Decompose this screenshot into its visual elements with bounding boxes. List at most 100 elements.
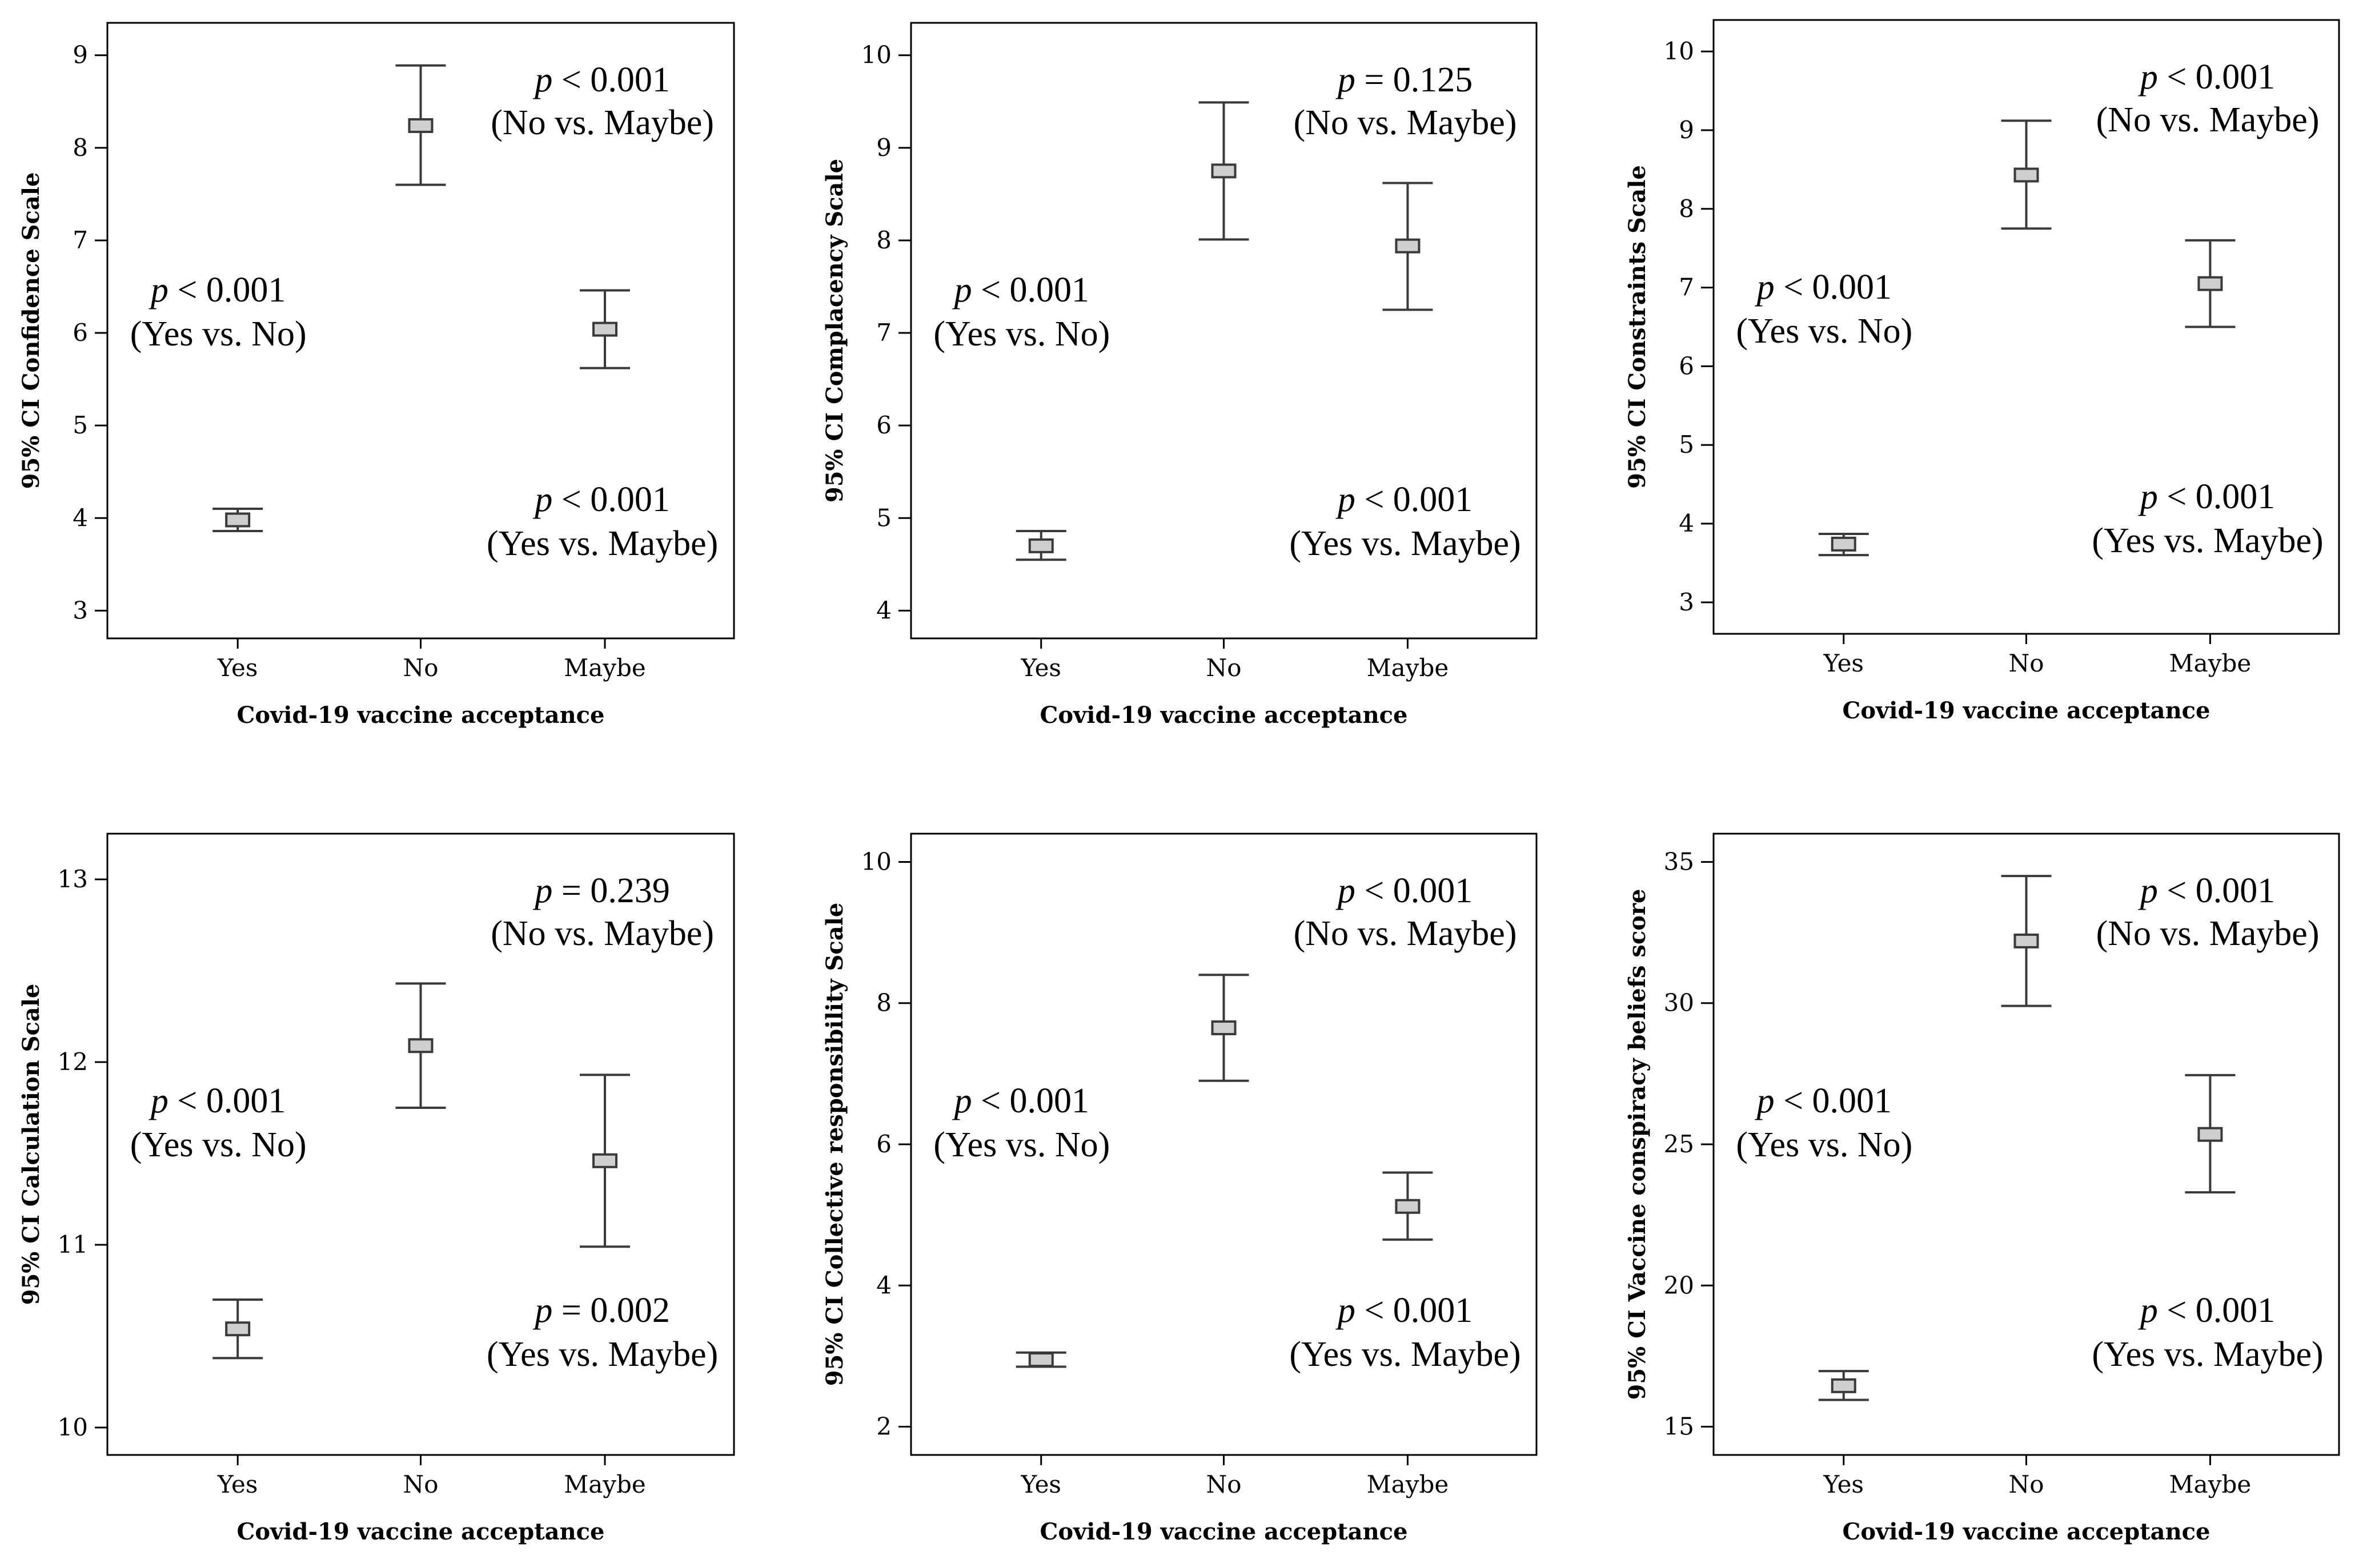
p-value: < 0.001 bbox=[1783, 268, 1892, 307]
p-value-line: p < 0.001 bbox=[1335, 871, 1473, 910]
y-tick-label: 8 bbox=[1679, 195, 1694, 223]
p-value: < 0.001 bbox=[177, 271, 286, 309]
y-tick-label: 3 bbox=[1679, 588, 1694, 616]
x-tick-label: Maybe bbox=[1367, 654, 1449, 682]
p-value-line: p < 0.001 bbox=[1755, 268, 1892, 307]
p-value-line: p < 0.001 bbox=[2138, 1291, 2275, 1330]
mean-marker-maybe bbox=[1395, 1199, 1421, 1214]
y-tick-label: 8 bbox=[876, 226, 892, 254]
chart-panel-2: 4 5 6 7 8 9 10 Yes No Maybe Covid-19 vaccine accep… bbox=[821, 22, 1538, 729]
p-value-line: p < 0.001 bbox=[2138, 871, 2275, 910]
comparison-label: (Yes vs. Maybe) bbox=[2092, 1335, 2323, 1374]
p-value-line: p = 0.125 bbox=[1335, 61, 1473, 99]
p-value-line: p < 0.001 bbox=[149, 1081, 286, 1120]
x-tick-label: No bbox=[1206, 1470, 1241, 1498]
p-value-annotation: p < 0.001 (Yes vs. No) bbox=[1736, 1081, 1912, 1164]
chart-panel-1: 3 4 5 6 7 8 9 Yes No Maybe Covid-19 vaccine accept… bbox=[18, 22, 735, 729]
comparison-label: (No vs. Maybe) bbox=[491, 103, 714, 142]
comparison-label: (Yes vs. Maybe) bbox=[2092, 521, 2323, 560]
x-tick-label: No bbox=[2008, 649, 2044, 677]
y-tick-label: 35 bbox=[1664, 847, 1694, 875]
y-tick-label: 7 bbox=[1679, 274, 1694, 301]
y-axis-title: 95% CI Vaccine conspiracy beliefs score bbox=[1624, 888, 1651, 1400]
p-symbol: p bbox=[1335, 871, 1355, 910]
p-value: < 0.001 bbox=[2167, 871, 2275, 910]
p-symbol: p bbox=[952, 271, 972, 309]
p-value: < 0.001 bbox=[2167, 477, 2275, 516]
y-tick-label: 6 bbox=[876, 411, 892, 439]
y-tick-label: 5 bbox=[1679, 431, 1694, 459]
p-value-annotation: p < 0.001 (Yes vs. No) bbox=[933, 271, 1110, 353]
x-axis-title: Covid-19 vaccine acceptance bbox=[237, 1518, 605, 1545]
p-value-annotation: p < 0.001 (Yes vs. No) bbox=[933, 1081, 1110, 1164]
x-tick-label: Yes bbox=[1021, 1470, 1062, 1498]
mean-marker-yes bbox=[1831, 536, 1856, 552]
chart-panel-5: 2 4 6 8 10 Yes No Maybe Covid-19 vaccine accepta… bbox=[821, 833, 1538, 1545]
comparison-label: (Yes vs. No) bbox=[933, 1125, 1110, 1164]
y-tick-label: 5 bbox=[73, 411, 88, 439]
mean-marker-no bbox=[408, 118, 434, 133]
y-tick-label: 4 bbox=[876, 596, 892, 624]
x-axis-title: Covid-19 vaccine acceptance bbox=[1040, 1518, 1408, 1545]
x-tick-label: Maybe bbox=[564, 654, 646, 682]
p-value-line: p < 0.001 bbox=[532, 480, 669, 519]
p-value-annotation: p = 0.239 (No vs. Maybe) bbox=[491, 871, 714, 953]
mean-marker-maybe bbox=[592, 1153, 618, 1168]
chart-panel-3: 3 4 5 6 7 8 9 10 Yes No Maybe Covid-19 vaccine acce… bbox=[1624, 19, 2340, 724]
y-tick-label: 2 bbox=[876, 1413, 892, 1441]
p-symbol: p bbox=[149, 1081, 168, 1120]
x-tick-label: Maybe bbox=[2169, 1470, 2252, 1498]
p-symbol: p bbox=[2138, 477, 2158, 516]
y-axis-title: 95% CI Complacency Scale bbox=[821, 159, 848, 502]
p-value-line: p < 0.001 bbox=[1755, 1081, 1892, 1120]
p-value-annotation: p < 0.001 (Yes vs. No) bbox=[130, 271, 307, 353]
x-axis-title: Covid-19 vaccine acceptance bbox=[237, 702, 605, 729]
p-symbol: p bbox=[532, 1291, 552, 1330]
p-value: < 0.001 bbox=[981, 1081, 1089, 1120]
p-value-line: p < 0.001 bbox=[952, 1081, 1089, 1120]
p-value-line: p < 0.001 bbox=[149, 271, 286, 309]
y-tick-label: 8 bbox=[876, 989, 892, 1017]
y-tick-label: 10 bbox=[1664, 37, 1694, 65]
x-tick-label: No bbox=[1206, 654, 1241, 682]
y-tick-label: 25 bbox=[1664, 1130, 1694, 1158]
y-tick-label: 8 bbox=[73, 134, 88, 162]
x-tick-label: Yes bbox=[217, 654, 258, 682]
y-axis-title: 95% CI Confidence Scale bbox=[18, 172, 45, 489]
p-symbol: p bbox=[1335, 61, 1355, 99]
comparison-label: (Yes vs. No) bbox=[933, 315, 1110, 353]
y-axis-title: 95% CI Calculation Scale bbox=[18, 984, 45, 1305]
y-tick-label: 15 bbox=[1664, 1413, 1694, 1441]
p-value: < 0.001 bbox=[561, 61, 670, 99]
p-value-line: p < 0.001 bbox=[1335, 480, 1473, 519]
p-value-annotation: p = 0.002 (Yes vs. Maybe) bbox=[487, 1291, 718, 1374]
y-tick-label: 6 bbox=[876, 1130, 892, 1158]
p-value-line: p = 0.239 bbox=[532, 871, 669, 910]
p-symbol: p bbox=[2138, 1291, 2158, 1330]
comparison-label: (No vs. Maybe) bbox=[1294, 914, 1517, 953]
p-value: = 0.002 bbox=[561, 1291, 670, 1330]
y-tick-label: 6 bbox=[73, 319, 88, 347]
p-symbol: p bbox=[2138, 871, 2158, 910]
mean-marker-no bbox=[2013, 933, 2039, 948]
p-value-line: p < 0.001 bbox=[952, 271, 1089, 309]
mean-marker-maybe bbox=[1395, 238, 1421, 254]
p-symbol: p bbox=[952, 1081, 972, 1120]
p-symbol: p bbox=[1335, 480, 1355, 519]
p-value-line: p < 0.001 bbox=[1335, 1291, 1473, 1330]
comparison-label: (No vs. Maybe) bbox=[491, 914, 714, 953]
p-value-annotation: p < 0.001 (Yes vs. No) bbox=[130, 1081, 307, 1164]
x-tick-label: No bbox=[403, 1470, 438, 1498]
x-axis-title: Covid-19 vaccine acceptance bbox=[1843, 1518, 2210, 1545]
y-tick-label: 4 bbox=[73, 504, 88, 532]
x-tick-label: Maybe bbox=[2169, 649, 2252, 677]
p-symbol: p bbox=[1755, 268, 1775, 307]
x-axis-title: Covid-19 vaccine acceptance bbox=[1843, 697, 2210, 724]
p-value: < 0.001 bbox=[981, 271, 1089, 309]
mean-marker-no bbox=[2013, 167, 2039, 183]
mean-marker-maybe bbox=[2197, 276, 2223, 291]
p-symbol: p bbox=[1755, 1081, 1775, 1120]
comparison-label: (No vs. Maybe) bbox=[2096, 914, 2320, 953]
p-value: = 0.125 bbox=[1364, 61, 1473, 99]
